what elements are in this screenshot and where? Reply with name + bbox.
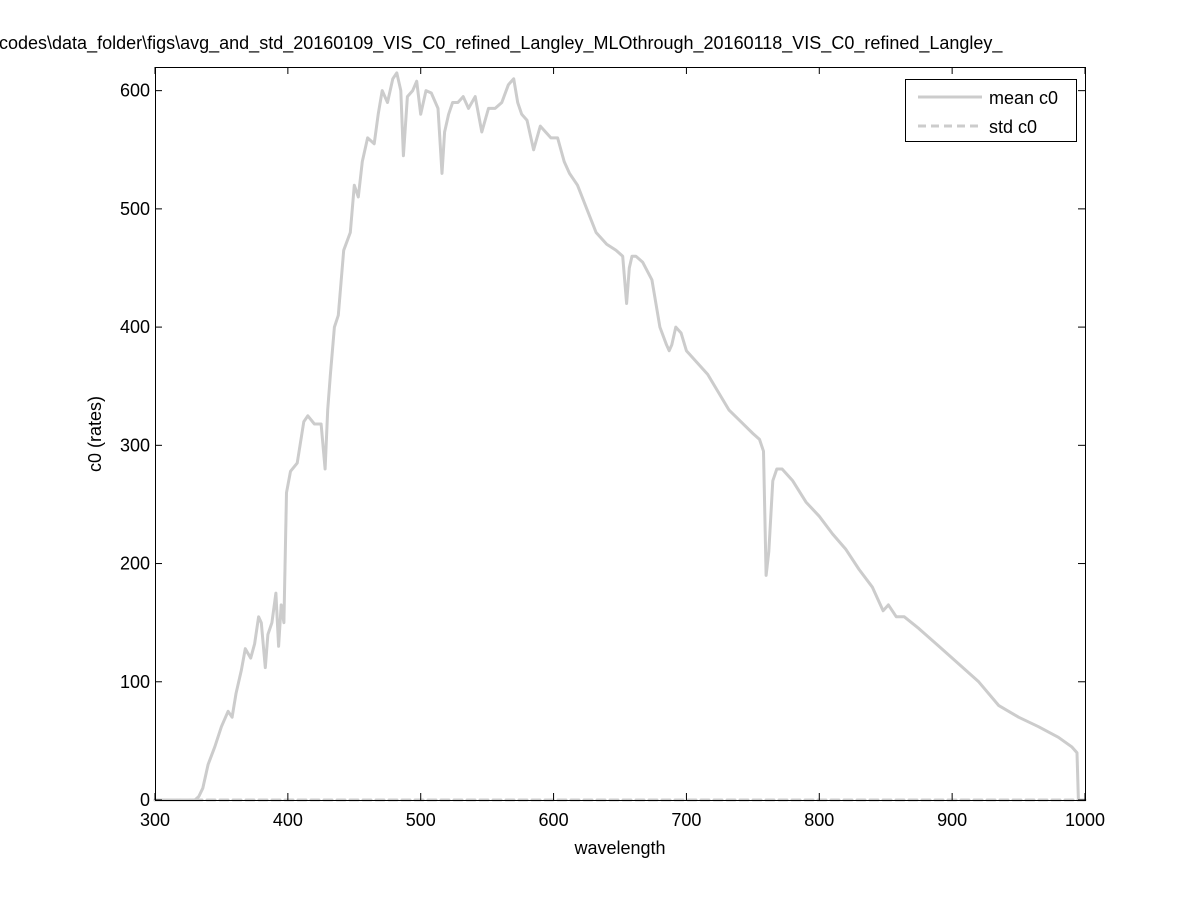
chart-title: codes\data_folder\figs\avg_and_std_20160… bbox=[0, 33, 1003, 54]
legend-label-mean: mean c0 bbox=[989, 88, 1058, 108]
legend: mean c0 std c0 bbox=[905, 79, 1077, 142]
legend-label-std: std c0 bbox=[989, 117, 1037, 137]
x-tick-label: 600 bbox=[539, 810, 569, 830]
x-tick-label: 1000 bbox=[1065, 810, 1105, 830]
x-tick-label: 800 bbox=[804, 810, 834, 830]
plot-background bbox=[155, 67, 1085, 800]
y-tick-label: 500 bbox=[120, 199, 150, 219]
y-axis-label: c0 (rates) bbox=[85, 396, 105, 472]
y-tick-label: 600 bbox=[120, 81, 150, 101]
y-tick-label: 300 bbox=[120, 435, 150, 455]
x-tick-label: 700 bbox=[671, 810, 701, 830]
ticks-layer: 300 400 500 600 700 800 900 1000 0 100 200 300 400 50… bbox=[120, 67, 1105, 830]
x-tick-label: 900 bbox=[937, 810, 967, 830]
x-tick-label: 400 bbox=[273, 810, 303, 830]
x-axis-label: wavelength bbox=[573, 838, 665, 858]
y-tick-label: 0 bbox=[140, 790, 150, 810]
y-tick-label: 400 bbox=[120, 317, 150, 337]
x-tick-label: 300 bbox=[140, 810, 170, 830]
legend-box bbox=[905, 79, 1077, 142]
y-tick-label: 100 bbox=[120, 672, 150, 692]
y-tick-label: 200 bbox=[120, 554, 150, 574]
x-tick-label: 500 bbox=[406, 810, 436, 830]
series-line-mean-c0 bbox=[153, 71, 1080, 802]
plot-frame bbox=[155, 67, 1086, 801]
